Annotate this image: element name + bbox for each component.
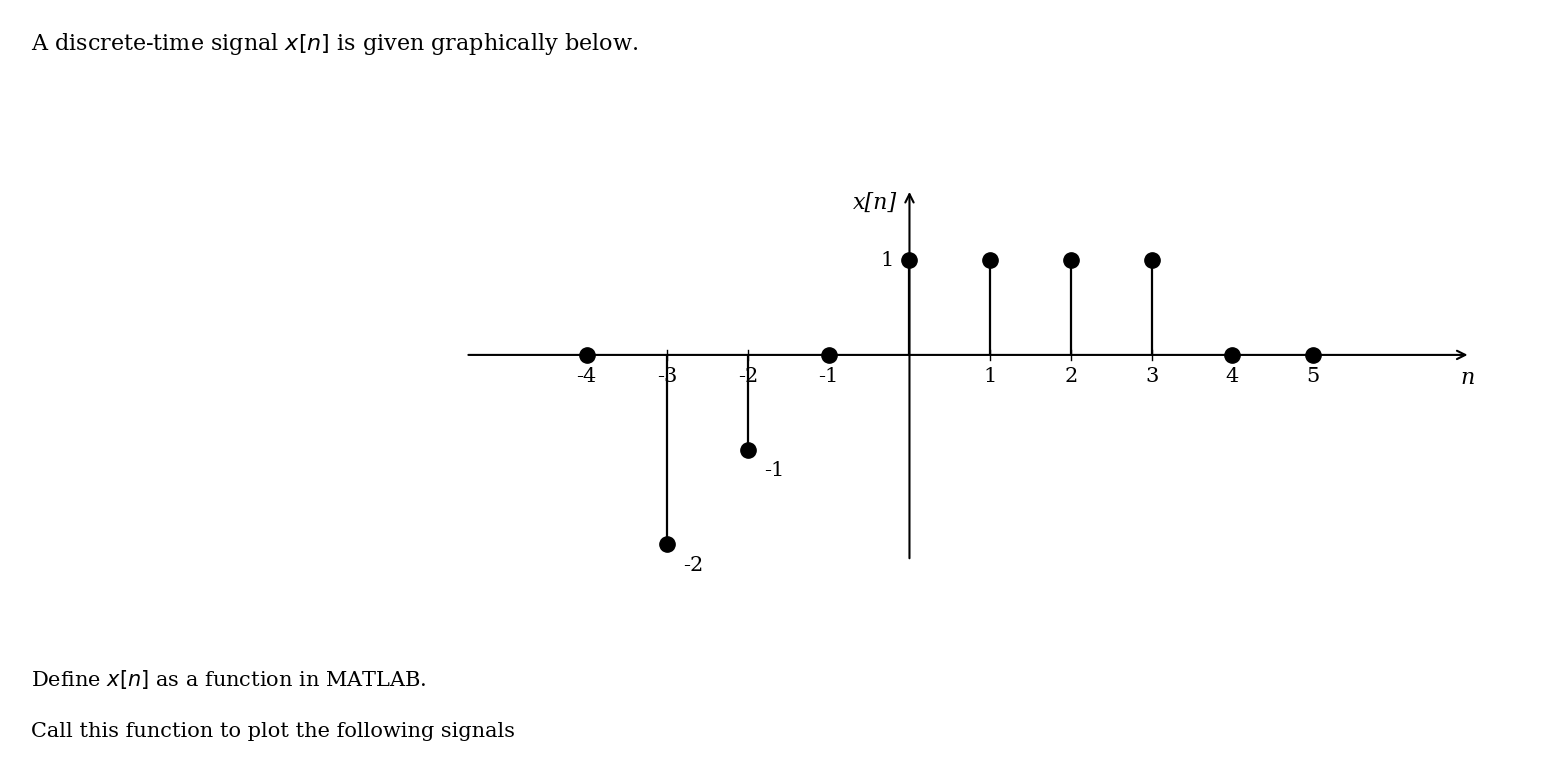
- Text: 1: 1: [880, 250, 894, 270]
- Text: -3: -3: [656, 367, 678, 386]
- Text: Define $x[n]$ as a function in MATLAB.: Define $x[n]$ as a function in MATLAB.: [31, 668, 427, 691]
- Text: -2: -2: [737, 367, 759, 386]
- Text: -1: -1: [764, 461, 785, 480]
- Text: 1: 1: [984, 367, 996, 386]
- Text: 2: 2: [1065, 367, 1077, 386]
- Text: n: n: [1460, 367, 1474, 389]
- Text: 5: 5: [1307, 367, 1319, 386]
- Text: -2: -2: [683, 556, 703, 574]
- Text: x[n]: x[n]: [854, 192, 897, 214]
- Text: 4: 4: [1226, 367, 1238, 386]
- Text: 3: 3: [1145, 367, 1158, 386]
- Text: -4: -4: [576, 367, 598, 386]
- Text: -1: -1: [818, 367, 840, 386]
- Text: A discrete-time signal $x[n]$ is given graphically below.: A discrete-time signal $x[n]$ is given g…: [31, 31, 638, 57]
- Text: Call this function to plot the following signals: Call this function to plot the following…: [31, 722, 515, 741]
